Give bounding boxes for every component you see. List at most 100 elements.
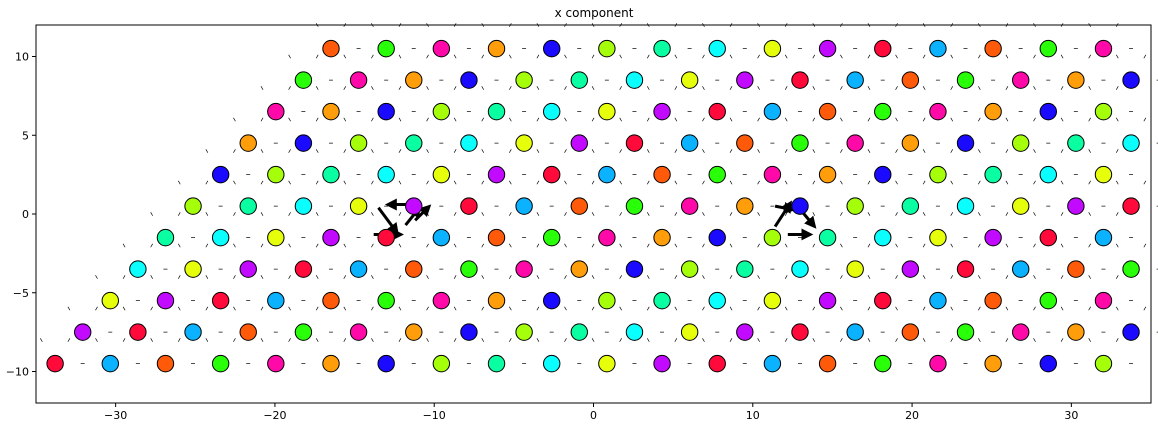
- bond-marker: [757, 149, 760, 153]
- lattice-site: [101, 354, 119, 373]
- bond-marker: [122, 306, 126, 311]
- bond-marker: [978, 338, 981, 342]
- lattice-site: [294, 260, 313, 278]
- bond-marker: [426, 180, 429, 185]
- bond-marker: [453, 180, 457, 185]
- lattice-site: [929, 354, 947, 373]
- bond-marker: [343, 117, 347, 122]
- bond-marker: [674, 338, 678, 342]
- lattice-site: [598, 39, 616, 58]
- lattice-site: [1039, 39, 1057, 58]
- bond-marker: [619, 306, 622, 311]
- lattice-site: [570, 197, 588, 215]
- bond-marker: [177, 243, 181, 248]
- bond-marker: [426, 243, 429, 248]
- lattice-site: [487, 354, 506, 373]
- bond-marker: [1033, 23, 1036, 27]
- bond-marker: [260, 212, 264, 216]
- lattice-site: [1012, 323, 1030, 341]
- lattice-site: [1012, 197, 1030, 215]
- bond-marker: [978, 243, 981, 248]
- lattice-site: [653, 165, 671, 184]
- lattice-site: [543, 39, 561, 58]
- lattice-site: [984, 102, 1002, 121]
- bond-marker: [840, 86, 843, 90]
- bond-marker: [895, 338, 898, 342]
- bond-marker: [343, 338, 347, 342]
- bond-marker: [784, 54, 788, 59]
- bond-marker: [288, 212, 291, 216]
- lattice-site: [432, 39, 451, 58]
- lattice-site: [653, 39, 671, 58]
- lattice-site: [901, 71, 920, 89]
- lattice-site: [349, 197, 368, 215]
- bond-marker: [150, 338, 153, 342]
- bond-marker: [591, 275, 595, 279]
- bond-marker: [177, 212, 181, 216]
- lattice-site: [322, 39, 340, 58]
- bond-marker: [481, 275, 485, 279]
- lattice-site: [874, 291, 892, 310]
- lattice-site: [487, 39, 506, 58]
- bond-marker: [812, 275, 816, 279]
- bond-marker: [1115, 338, 1119, 342]
- bond-marker: [867, 117, 871, 122]
- lattice-site: [101, 291, 119, 310]
- bond-marker: [509, 180, 512, 185]
- bond-marker: [288, 54, 291, 59]
- x-tick-label: −20: [263, 409, 286, 422]
- bond-marker: [591, 117, 595, 122]
- bond-marker: [564, 23, 567, 27]
- bond-marker: [371, 306, 374, 311]
- bond-marker: [122, 275, 126, 279]
- lattice-site: [625, 323, 644, 341]
- bond-marker: [895, 212, 898, 216]
- bond-marker: [481, 149, 485, 153]
- bond-marker: [922, 275, 926, 279]
- bond-marker: [315, 243, 319, 248]
- bond-marker: [288, 275, 291, 279]
- bond-marker: [315, 212, 319, 216]
- x-tick-label: 0: [590, 409, 597, 422]
- bond-marker: [591, 338, 595, 342]
- bond-marker: [840, 212, 843, 216]
- bond-marker: [619, 338, 622, 342]
- bond-marker: [591, 149, 595, 153]
- bond-marker: [840, 243, 843, 248]
- bond-marker: [619, 23, 622, 27]
- lattice-site: [1012, 260, 1030, 278]
- bond-marker: [67, 306, 71, 311]
- bond-marker: [536, 275, 540, 279]
- bond-marker: [784, 338, 788, 342]
- lattice-site: [432, 102, 451, 121]
- lattice-site: [1094, 291, 1113, 310]
- bond-marker: [260, 86, 264, 90]
- bond-marker: [757, 23, 760, 27]
- bond-marker: [1005, 212, 1009, 216]
- strong-arrow: [377, 206, 399, 236]
- bond-marker: [784, 306, 788, 311]
- lattice-site: [239, 323, 257, 341]
- bond-marker: [784, 86, 788, 90]
- lattice-site: [929, 39, 947, 58]
- bond-marker: [729, 180, 733, 185]
- bond-marker: [1115, 243, 1119, 248]
- bond-marker: [1115, 86, 1119, 90]
- bond-marker: [950, 306, 954, 311]
- plot-frame: [35, 24, 1152, 404]
- bond-marker: [315, 180, 319, 185]
- bond-marker: [1033, 117, 1036, 122]
- lattice-site: [791, 323, 809, 341]
- bond-marker: [1143, 306, 1147, 311]
- lattice-site: [1067, 134, 1085, 152]
- bond-marker: [757, 275, 760, 279]
- bond-marker: [978, 149, 981, 153]
- bond-marker: [1088, 338, 1091, 342]
- lattice-site: [377, 39, 395, 58]
- bond-marker: [674, 275, 678, 279]
- bond-marker: [343, 306, 347, 311]
- bond-marker: [536, 338, 540, 342]
- lattice-site: [432, 165, 451, 184]
- lattice-site: [1039, 165, 1057, 184]
- bond-marker: [509, 338, 512, 342]
